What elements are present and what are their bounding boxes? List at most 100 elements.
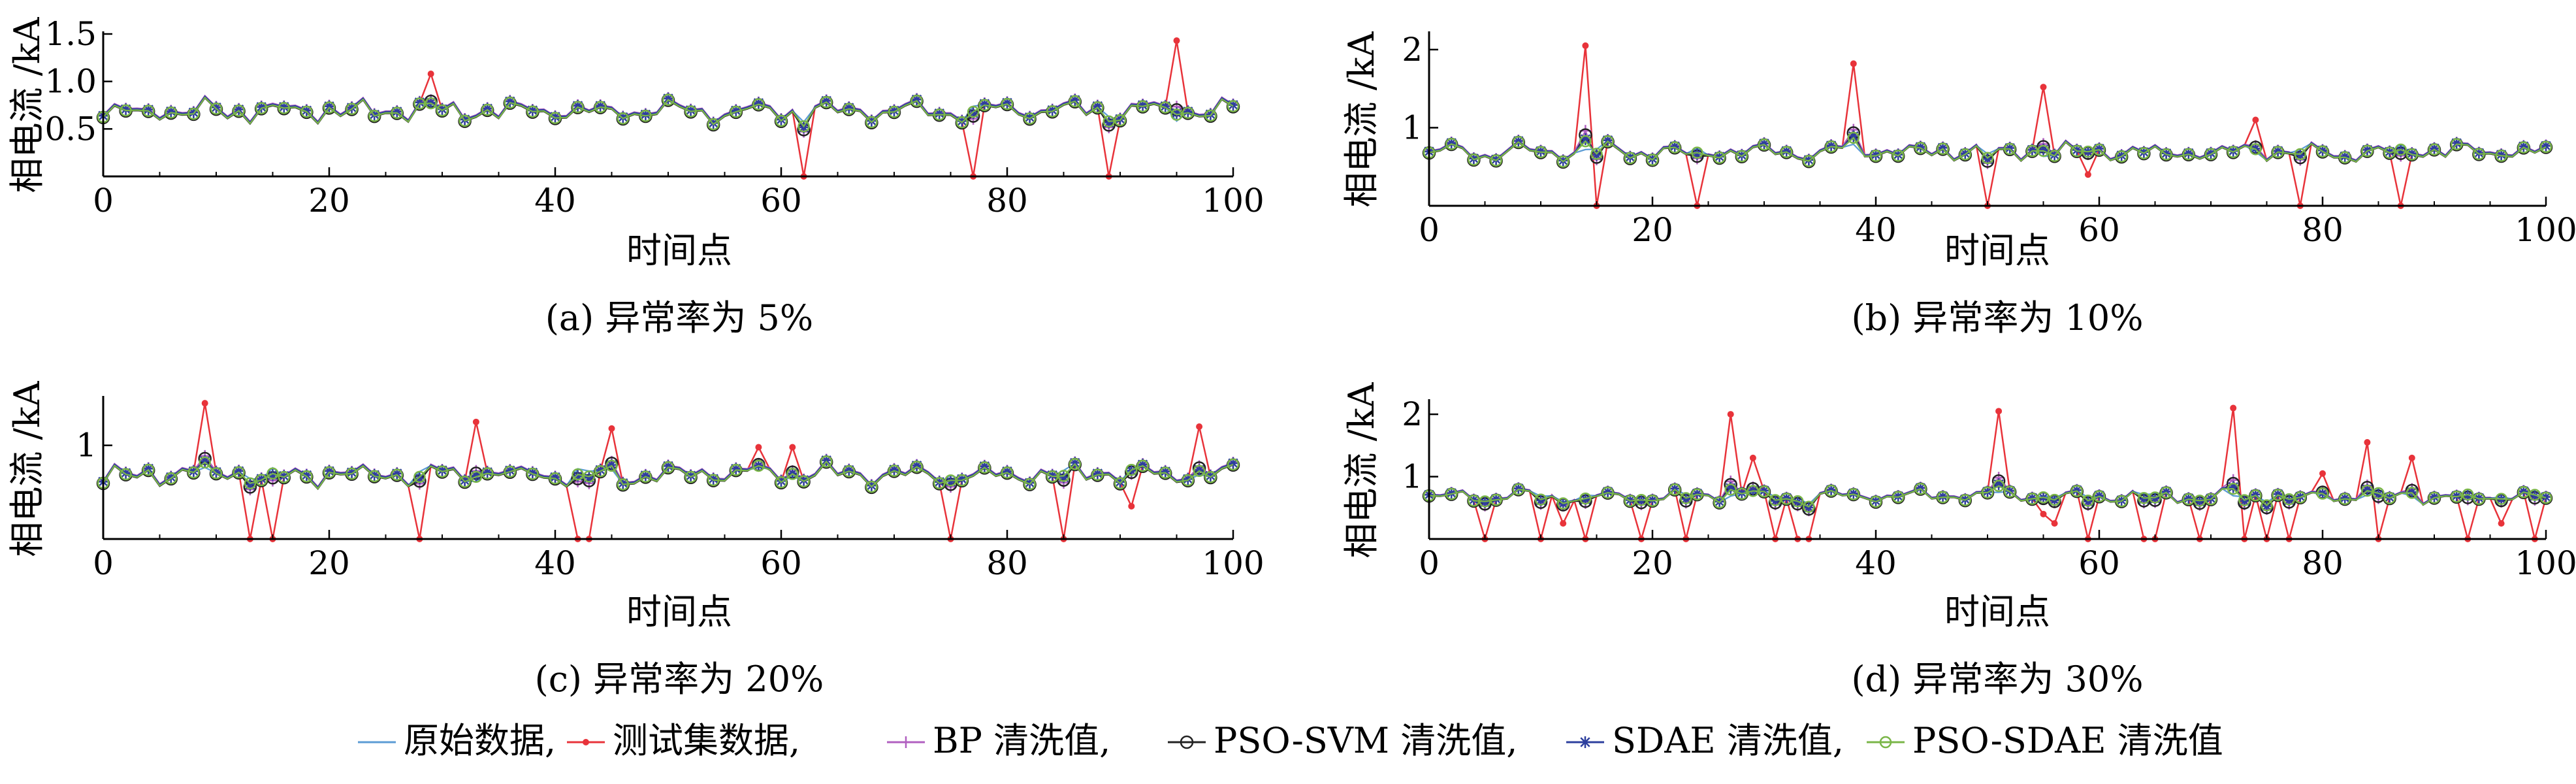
data-point-85 bbox=[1057, 471, 1070, 483]
data-point-96 bbox=[1182, 473, 1194, 485]
data-point-64 bbox=[820, 96, 833, 108]
data-point-8 bbox=[187, 465, 200, 478]
data-point-6 bbox=[165, 106, 178, 119]
data-point-27 bbox=[1724, 483, 1737, 496]
data-point-48 bbox=[639, 108, 652, 121]
data-point-54 bbox=[2026, 144, 2038, 156]
data-point-54 bbox=[707, 474, 720, 487]
data-point-44 bbox=[594, 100, 607, 112]
data-point-64 bbox=[820, 455, 833, 468]
data-point-23 bbox=[1680, 492, 1692, 504]
data-point-46 bbox=[617, 111, 629, 123]
data-point-85 bbox=[2372, 488, 2385, 500]
data-point-50 bbox=[1982, 485, 1993, 498]
data-point-34 bbox=[481, 467, 494, 480]
data-point-36 bbox=[504, 465, 516, 477]
data-point-84 bbox=[1046, 104, 1059, 116]
data-point-40 bbox=[1870, 495, 1882, 507]
data-point-96 bbox=[1182, 105, 1194, 118]
data-point-80 bbox=[1001, 97, 1014, 110]
data-point-26 bbox=[391, 106, 404, 120]
data-point-98 bbox=[1204, 109, 1217, 122]
data-point-88 bbox=[2408, 454, 2415, 461]
data-point-6 bbox=[165, 105, 177, 118]
data-point-88 bbox=[1091, 468, 1104, 481]
data-point-56 bbox=[2048, 150, 2061, 162]
data-point-45 bbox=[605, 459, 618, 471]
data-point-94 bbox=[2473, 493, 2485, 505]
data-point-84 bbox=[1046, 105, 1059, 118]
data-point-76 bbox=[956, 116, 969, 129]
data-point-98 bbox=[1204, 470, 1217, 482]
data-point-95 bbox=[1170, 108, 1183, 121]
data-point-8 bbox=[187, 466, 200, 479]
data-point-48 bbox=[639, 110, 652, 122]
data-point-20 bbox=[1646, 154, 1659, 166]
data-point-92 bbox=[1136, 100, 1149, 113]
data-point-68 bbox=[2182, 148, 2195, 161]
panel-title: (d) 异常率为 30% bbox=[1851, 659, 2143, 700]
data-point-14 bbox=[255, 102, 268, 114]
data-point-78 bbox=[978, 461, 991, 474]
data-point-13 bbox=[244, 477, 257, 490]
data-point-52 bbox=[2003, 142, 2016, 155]
data-point-62 bbox=[2116, 149, 2128, 161]
y-axis-label: 相电流 /kA bbox=[1341, 382, 1382, 558]
data-point-28 bbox=[1735, 150, 1748, 163]
data-point-94 bbox=[1159, 466, 1172, 479]
data-point-72 bbox=[910, 93, 923, 106]
legend-item-test: 测试集数据, bbox=[567, 720, 800, 761]
data-point-74 bbox=[933, 108, 946, 121]
data-point-14 bbox=[1579, 492, 1592, 505]
data-point-32 bbox=[459, 476, 471, 488]
data-point-42 bbox=[572, 468, 584, 481]
data-point-86 bbox=[2383, 491, 2396, 504]
data-point-75 bbox=[944, 474, 957, 487]
data-point-42 bbox=[572, 101, 584, 114]
data-point-30 bbox=[436, 464, 448, 476]
data-point-62 bbox=[797, 475, 810, 487]
data-point-88 bbox=[2406, 486, 2418, 498]
data-point-32 bbox=[1780, 146, 1793, 158]
data-point-90 bbox=[2428, 491, 2441, 504]
data-point-22 bbox=[346, 466, 358, 479]
data-point-97 bbox=[1193, 465, 1206, 478]
series-line-psosdae bbox=[1428, 485, 2547, 508]
x-tick-label: 20 bbox=[1632, 544, 1673, 582]
data-point-32 bbox=[459, 474, 471, 487]
data-point-legend bbox=[1579, 736, 1591, 748]
data-point-38 bbox=[1850, 60, 1857, 67]
data-point-16 bbox=[278, 102, 291, 114]
data-point-90 bbox=[1114, 114, 1127, 127]
data-point-94 bbox=[2473, 147, 2485, 159]
data-point-76 bbox=[956, 115, 968, 127]
data-point-70 bbox=[888, 105, 900, 117]
data-point-72 bbox=[910, 461, 923, 473]
data-point-74 bbox=[2249, 143, 2262, 155]
data-point-2 bbox=[1445, 487, 1458, 499]
data-point-82 bbox=[2339, 492, 2351, 504]
data-point-38 bbox=[526, 468, 539, 480]
data-point-2 bbox=[120, 467, 132, 480]
data-point-65 bbox=[2149, 492, 2161, 504]
data-point-93 bbox=[2462, 489, 2474, 502]
data-point-100 bbox=[1227, 458, 1240, 471]
data-point-93 bbox=[2462, 488, 2474, 501]
data-point-50 bbox=[662, 93, 675, 106]
data-point-22 bbox=[1668, 141, 1681, 154]
y-tick-label: 1 bbox=[1402, 108, 1423, 146]
data-point-96 bbox=[2495, 150, 2507, 162]
data-point-50 bbox=[662, 461, 675, 474]
data-point-62 bbox=[2115, 150, 2128, 163]
data-point-89 bbox=[1103, 115, 1115, 128]
data-point-72 bbox=[2227, 146, 2240, 158]
data-point-43 bbox=[583, 470, 596, 483]
data-point-36 bbox=[504, 95, 516, 108]
data-point-87 bbox=[2394, 143, 2407, 156]
data-point-12 bbox=[233, 465, 245, 478]
data-point-33 bbox=[1792, 495, 1804, 508]
data-point-86 bbox=[1069, 458, 1082, 470]
x-tick-label: 0 bbox=[1419, 211, 1440, 249]
data-point-52 bbox=[684, 470, 697, 483]
data-point-33 bbox=[472, 418, 479, 425]
